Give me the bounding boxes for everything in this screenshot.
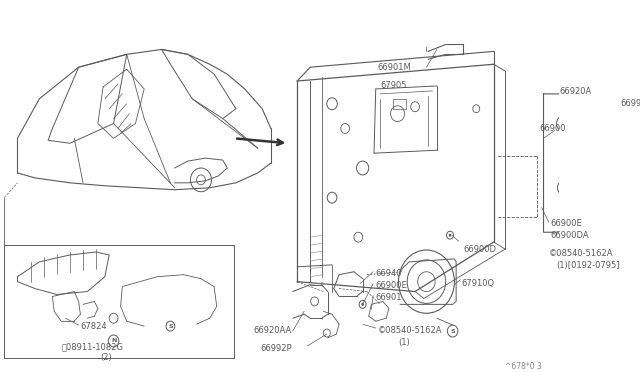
Text: 66900E: 66900E [550, 219, 582, 228]
Text: 66940: 66940 [376, 269, 403, 278]
Text: 67910Q: 67910Q [461, 279, 495, 288]
Circle shape [362, 303, 364, 306]
Text: 66900DA: 66900DA [550, 231, 589, 240]
Text: ^678*0 3: ^678*0 3 [505, 362, 542, 371]
Text: 66900E: 66900E [376, 280, 408, 290]
Text: (1): (1) [399, 338, 410, 347]
Text: 66992: 66992 [620, 99, 640, 108]
Text: ©08540-5162A: ©08540-5162A [378, 326, 442, 335]
Text: 66900D: 66900D [463, 245, 496, 254]
Circle shape [449, 234, 451, 237]
Text: 66992P: 66992P [260, 344, 292, 353]
Text: 66901M: 66901M [378, 63, 412, 72]
Text: 66901: 66901 [376, 292, 403, 302]
Text: (2): (2) [100, 353, 112, 362]
Text: 67905: 67905 [380, 81, 406, 90]
Text: (1)[0192-0795]: (1)[0192-0795] [557, 261, 620, 270]
Text: 67824: 67824 [81, 322, 107, 331]
Text: S: S [451, 328, 455, 334]
Text: 66920AA: 66920AA [253, 326, 292, 335]
Text: N: N [111, 339, 116, 343]
Text: ©08540-5162A: ©08540-5162A [548, 249, 613, 258]
Text: S: S [168, 324, 173, 328]
Circle shape [586, 171, 589, 174]
Text: Ⓝ08911-1082G: Ⓝ08911-1082G [61, 342, 123, 351]
Text: 66920A: 66920A [559, 87, 591, 96]
Text: 66900: 66900 [539, 124, 566, 132]
